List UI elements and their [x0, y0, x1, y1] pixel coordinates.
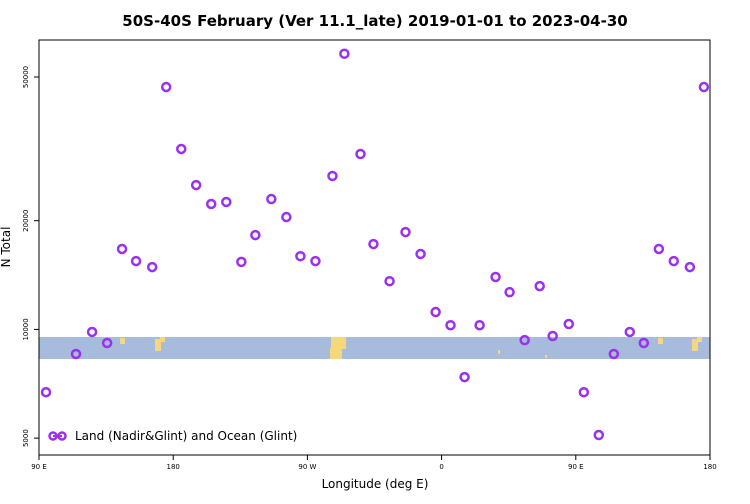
x-axis-label: Longitude (deg E) — [322, 477, 429, 491]
x-tick-label: 90 W — [298, 463, 316, 471]
y-tick-label: 50000 — [22, 66, 30, 88]
point — [384, 275, 395, 287]
x-tick-label: 180 — [703, 463, 716, 471]
point — [116, 243, 128, 255]
point — [327, 170, 338, 182]
point — [668, 255, 680, 267]
y-axis-label: N Total — [0, 227, 13, 268]
point — [430, 306, 441, 318]
point — [698, 81, 710, 93]
point — [355, 148, 366, 160]
x-tick-label: 180 — [167, 463, 180, 471]
point — [205, 198, 217, 210]
point — [295, 250, 306, 262]
point — [146, 261, 158, 273]
y-tick-label: 10000 — [22, 318, 30, 340]
point — [638, 337, 650, 349]
point — [653, 243, 665, 255]
point — [281, 211, 292, 223]
land-ocean-band — [39, 337, 710, 359]
x-tick-label: 0 — [439, 463, 443, 471]
point — [250, 229, 261, 241]
point — [236, 256, 247, 268]
chart-title: 50S-40S February (Ver 11.1_late) 2019-01… — [122, 12, 627, 30]
point — [101, 337, 113, 349]
point — [578, 386, 590, 398]
legend-marker — [57, 431, 67, 441]
x-tick-label: 90 E — [568, 463, 584, 471]
point — [266, 193, 277, 205]
point — [490, 271, 501, 283]
point — [400, 226, 411, 238]
x-tick-label: 90 E — [31, 463, 47, 471]
point — [624, 326, 636, 338]
point — [70, 348, 82, 360]
plot-frame — [38, 39, 711, 456]
point — [519, 334, 530, 346]
point — [310, 255, 321, 267]
point — [160, 81, 172, 93]
point — [684, 261, 696, 273]
point — [190, 179, 202, 191]
point — [474, 319, 485, 331]
point — [86, 326, 98, 338]
point — [176, 143, 187, 155]
land-markers — [120, 337, 702, 359]
y-tick-label: 20000 — [22, 210, 30, 232]
point — [593, 429, 605, 441]
point — [40, 386, 52, 398]
point — [563, 318, 575, 330]
legend-label: Land (Nadir&Glint) and Ocean (Glint) — [75, 429, 297, 443]
point — [221, 196, 232, 208]
point — [534, 280, 545, 292]
point — [608, 348, 620, 360]
point — [415, 248, 426, 260]
point — [504, 286, 515, 298]
point — [547, 330, 558, 342]
point — [130, 255, 142, 267]
point — [339, 48, 350, 59]
point — [368, 238, 379, 250]
legend-marker — [48, 431, 58, 441]
point — [459, 371, 470, 383]
y-tick-label: 5000 — [22, 429, 30, 447]
point — [445, 319, 456, 331]
